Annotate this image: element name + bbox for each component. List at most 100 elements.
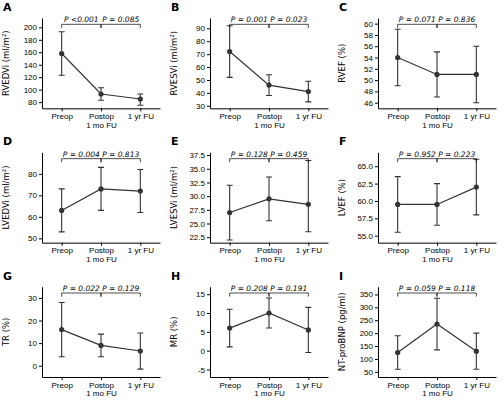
y-tick-label: 58 (364, 31, 373, 40)
x-tick: 1 yr FU (296, 108, 322, 121)
error-bar (395, 336, 401, 370)
x-tick-label-line: 1 yr FU (464, 246, 490, 255)
x-tick-mark (140, 108, 141, 111)
y-tick-mark (375, 372, 378, 373)
y-tick-mark (207, 237, 210, 238)
error-bar (98, 334, 104, 357)
panel-label: I (339, 270, 343, 283)
y-tick: 200 (24, 23, 42, 32)
bracket (437, 159, 476, 163)
x-tick: Postop1 mo FU (254, 108, 285, 129)
y-tick-mark (207, 155, 210, 156)
bracket (269, 159, 308, 163)
plot-area: 55.057.560.062.565.0PreopPostop1 mo FU1 … (357, 150, 496, 264)
y-tick-mark (375, 201, 378, 202)
y-tick-mark (39, 77, 42, 78)
y-tick-mark (375, 46, 378, 47)
x-tick-label-line: Preop (387, 381, 409, 390)
y-tick-label: 35.0 (189, 165, 205, 174)
y-tick-label: 62.5 (357, 180, 373, 189)
x-axis: PreopPostop1 mo FU1 yr FU (379, 377, 497, 398)
error-bar (395, 177, 401, 233)
x-tick-label-line: 1 yr FU (296, 381, 322, 390)
p-value: P <0.001 (64, 15, 99, 24)
y-tick-label: 80 (28, 170, 37, 179)
y-tick-mark (207, 196, 210, 197)
point (266, 310, 271, 315)
point (59, 327, 64, 332)
y-axis-line (210, 19, 211, 109)
p-value: P = 0.952 (399, 150, 436, 159)
y-tick: 5 (201, 328, 210, 337)
y-tick: 140 (24, 61, 42, 70)
y-axis-line (42, 287, 43, 377)
y-tick-label: 30 (196, 102, 205, 111)
x-tick-mark (437, 377, 438, 380)
y-tick: 37.5 (189, 151, 210, 160)
error-bar (266, 298, 272, 328)
x-tick: Postop1 mo FU (86, 243, 117, 264)
y-axis-title: LVESVi (ml/m²) (169, 166, 179, 229)
x-tick-label: Preop (51, 246, 73, 255)
x-tick-mark (230, 108, 231, 111)
point (138, 348, 143, 353)
y-axis-line (378, 287, 379, 377)
y-tick: 70 (28, 191, 42, 200)
point (59, 208, 64, 213)
bracket (398, 293, 437, 297)
y-tick-mark (207, 210, 210, 211)
point (395, 350, 400, 355)
x-axis: PreopPostop1 mo FU1 yr FU (379, 243, 497, 264)
p-value: P = 0.071 (399, 15, 436, 24)
error-bar (137, 170, 143, 213)
x-tick: Postop1 mo FU (254, 243, 285, 264)
y-tick: 54 (364, 54, 378, 63)
p-value: P = 0.004 (63, 150, 100, 159)
y-tick-mark (39, 90, 42, 91)
x-tick-label-line: Preop (219, 246, 241, 255)
x-tick-mark (437, 108, 438, 111)
y-tick: 20 (28, 317, 42, 326)
bracket (269, 293, 308, 297)
y-tick-mark (207, 313, 210, 314)
y-tick-label: 50 (28, 234, 37, 243)
y-tick-label: 160 (24, 48, 38, 57)
x-tick-mark (269, 377, 270, 380)
y-tick-label: 90 (196, 24, 205, 33)
x-tick: Postop1 mo FU (254, 377, 285, 398)
error-bar (266, 177, 272, 221)
y-tick-label: 46 (364, 99, 373, 108)
y-tick-label: 22.5 (189, 233, 205, 242)
y-tick-mark (207, 67, 210, 68)
y-tick-label: 5 (201, 328, 206, 337)
x-tick-mark (269, 108, 270, 111)
y-tick-label: 30 (28, 294, 37, 303)
y-tick: 0 (201, 347, 210, 356)
y-tick-label: 10 (196, 309, 205, 318)
y-tick-label: 15 (196, 290, 205, 299)
data-marks (395, 159, 480, 232)
x-tick-mark (476, 243, 477, 246)
point (395, 202, 400, 207)
y-tick: 80 (28, 98, 42, 107)
y-tick-label: 140 (24, 61, 38, 70)
x-tick: Preop (387, 243, 409, 256)
line (230, 52, 309, 92)
x-tick-label-line: Preop (219, 112, 241, 121)
bracket (437, 293, 476, 297)
y-tick: 120 (24, 73, 42, 82)
y-tick-mark (207, 182, 210, 183)
point (227, 210, 232, 215)
y-tick: 80 (28, 170, 42, 179)
y-tick-label: -5 (198, 366, 206, 375)
point (434, 72, 439, 77)
point (227, 325, 232, 330)
x-tick-label: Preop (219, 246, 241, 255)
x-tick-mark (140, 243, 141, 246)
x-tick: 1 yr FU (464, 243, 490, 256)
bracket (398, 159, 437, 163)
y-axis: 55.057.560.062.565.0 (357, 153, 378, 243)
plot-area: 80100120140160180200PreopPostop1 mo FU1 … (24, 15, 161, 129)
y-tick-mark (39, 238, 42, 239)
x-tick-label-line: 1 mo FU (422, 121, 453, 130)
